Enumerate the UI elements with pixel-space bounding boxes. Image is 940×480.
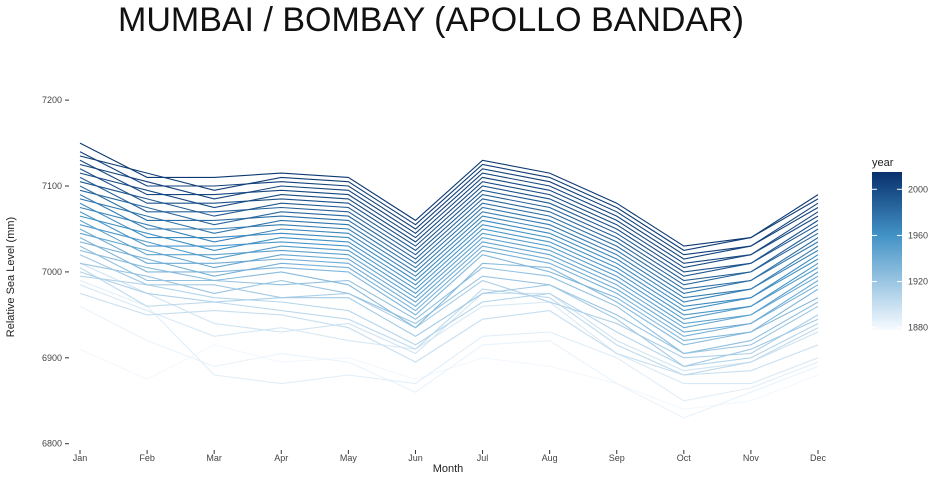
series-line-1912 — [79, 271, 819, 359]
series-line-1988 — [79, 176, 819, 282]
x-tick-label: Feb — [139, 453, 155, 463]
series-line-1936 — [79, 241, 819, 337]
y-axis-title: Relative Sea Level (mm) — [5, 217, 17, 337]
series-line-1932 — [79, 237, 819, 342]
series-line-2004 — [79, 163, 819, 260]
series-line-1908 — [79, 275, 819, 367]
y-axis: 6800 6900 7000 7100 7200 — [42, 95, 69, 449]
series-line-1984 — [79, 189, 819, 286]
series-line-1880 — [79, 344, 819, 410]
series-line-1944 — [79, 232, 819, 329]
series-line-1976 — [79, 198, 819, 294]
series-line-1980 — [79, 185, 819, 290]
x-axis-title: Month — [433, 463, 464, 475]
series-line-1972 — [79, 194, 819, 299]
series-line-1948 — [79, 219, 819, 325]
y-tick-label: 6900 — [42, 353, 62, 363]
series-line-1896 — [79, 262, 819, 372]
y-tick-label: 7200 — [42, 95, 62, 105]
x-tick-label: Dec — [810, 453, 827, 463]
legend-title: year — [872, 157, 894, 169]
series-line-1968 — [79, 206, 819, 303]
series-line-2000 — [79, 172, 819, 269]
x-tick-label: May — [340, 453, 358, 463]
x-tick-label: Jul — [477, 453, 489, 463]
chart-title: MUMBAI / BOMBAY (APOLLO BANDAR) — [118, 1, 744, 39]
series-line-1892 — [79, 284, 819, 385]
legend-tick-label: 2000 — [908, 184, 928, 194]
series-line-1928 — [79, 249, 819, 346]
y-tick-label: 7100 — [42, 181, 62, 191]
series-line-1952 — [79, 224, 819, 320]
x-tick-label: Jan — [73, 453, 88, 463]
series-line-2002 — [79, 159, 819, 264]
series-line-1956 — [79, 211, 819, 316]
series-line-1900 — [79, 292, 819, 376]
series-line-1924 — [79, 245, 819, 355]
legend-tick-label: 1960 — [908, 230, 928, 240]
series-line-1964 — [79, 202, 819, 307]
legend-tick-label: 1920 — [908, 277, 928, 287]
x-tick-label: Nov — [743, 453, 760, 463]
series-line-1960 — [79, 215, 819, 312]
x-tick-label: Jun — [408, 453, 423, 463]
series-line-2006 — [79, 151, 819, 256]
series-line-1916 — [79, 254, 819, 367]
legend-tick-label: 1880 — [908, 323, 928, 333]
series-line-1992 — [79, 181, 819, 277]
plot-area — [79, 142, 819, 419]
x-tick-label: Sep — [609, 453, 625, 463]
series-line-1884 — [79, 305, 819, 419]
x-tick-label: Aug — [542, 453, 558, 463]
series-line-1920 — [79, 262, 819, 355]
series-line-1940 — [79, 228, 819, 333]
y-tick-label: 7000 — [42, 267, 62, 277]
x-axis: Jan Feb Mar Apr May Jun Jul Aug Sep Oct Nov Dec — [73, 450, 827, 463]
series-line-1888 — [79, 279, 819, 402]
x-tick-label: Oct — [677, 453, 692, 463]
series-line-1996 — [79, 168, 819, 273]
series-line-2008 — [79, 155, 819, 251]
y-tick-label: 6800 — [42, 439, 62, 449]
series-line-1904 — [79, 267, 819, 376]
series-line-2010 — [79, 142, 819, 247]
legend-colorbar-gradient — [872, 172, 902, 330]
x-tick-label: Mar — [206, 453, 222, 463]
legend-colorbar: year 1880 1920 1960 2000 — [872, 157, 928, 333]
x-tick-label: Apr — [274, 453, 288, 463]
